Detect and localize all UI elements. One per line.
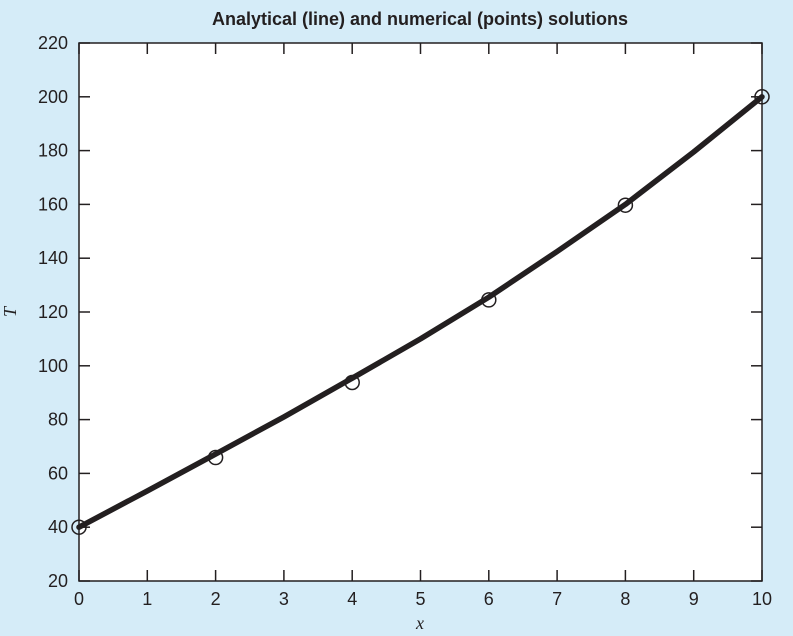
y-tick-label: 200 bbox=[38, 87, 68, 107]
y-tick-label: 120 bbox=[38, 302, 68, 322]
x-tick-label: 10 bbox=[752, 589, 772, 609]
y-tick-label: 180 bbox=[38, 141, 68, 161]
numerical-point-marker bbox=[71, 519, 87, 535]
y-tick-label: 80 bbox=[48, 410, 68, 430]
y-tick-label: 160 bbox=[38, 194, 68, 214]
x-axis-label: x bbox=[415, 613, 424, 633]
x-tick-label: 1 bbox=[142, 589, 152, 609]
x-tick-label: 9 bbox=[689, 589, 699, 609]
x-tick-label: 0 bbox=[74, 589, 84, 609]
numerical-point-marker bbox=[617, 197, 634, 213]
numerical-point-marker bbox=[344, 374, 360, 391]
x-tick-label: 3 bbox=[279, 589, 289, 609]
y-tick-label: 140 bbox=[38, 248, 68, 268]
y-tick-label: 100 bbox=[38, 356, 68, 376]
y-axis: 20 40 60 80 100 120 140 160 180 200 220 bbox=[38, 33, 762, 591]
x-tick-label: 2 bbox=[211, 589, 221, 609]
y-tick-label: 60 bbox=[48, 463, 68, 483]
x-tick-label: 5 bbox=[415, 589, 425, 609]
x-tick-label: 4 bbox=[347, 589, 357, 609]
x-tick-label: 6 bbox=[484, 589, 494, 609]
analytical-line bbox=[76, 94, 765, 530]
y-tick-label: 220 bbox=[38, 33, 68, 53]
y-tick-label: 40 bbox=[48, 517, 68, 537]
numerical-point-marker bbox=[481, 292, 497, 308]
chart-title: Analytical (line) and numerical (points)… bbox=[212, 9, 628, 29]
y-axis-label: T bbox=[0, 305, 20, 317]
x-tick-label: 8 bbox=[620, 589, 630, 609]
y-tick-label: 20 bbox=[48, 571, 68, 591]
numerical-point-marker bbox=[754, 89, 770, 105]
numerical-point-marker bbox=[207, 449, 224, 466]
x-axis: 0 1 2 3 4 5 6 7 8 9 10 bbox=[74, 43, 772, 609]
series-layer bbox=[71, 89, 770, 535]
plot-area bbox=[78, 42, 763, 582]
x-tick-label: 7 bbox=[552, 589, 562, 609]
